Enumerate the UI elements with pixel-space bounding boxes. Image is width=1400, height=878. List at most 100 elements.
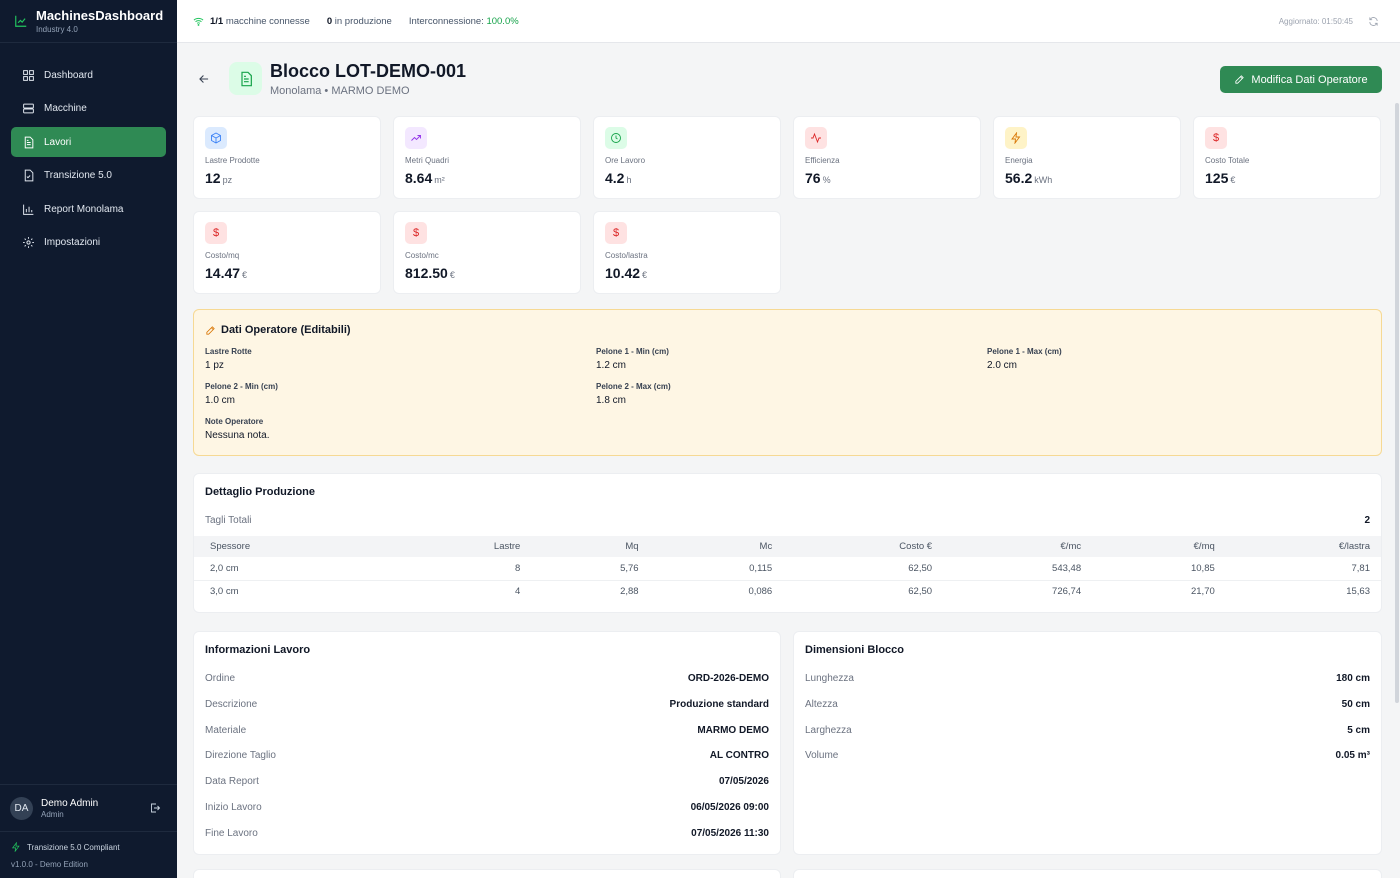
page-title: Blocco LOT-DEMO-001: [270, 61, 467, 81]
page-subtitle: Monolama • MARMO DEMO: [270, 85, 410, 97]
gear-icon: [23, 237, 34, 248]
refresh-icon[interactable]: [1368, 16, 1379, 27]
operator-field-pelone2-max[interactable]: Pelone 2 - Max (cm) 1.8 cm: [596, 382, 671, 406]
block-dim-label: Altezza: [805, 699, 838, 710]
dollar-icon: $: [405, 222, 427, 244]
job-info-label: Fine Lavoro: [205, 828, 258, 839]
table-cell: 5,76: [531, 557, 650, 581]
sidebar-item-transizione[interactable]: Transizione 5.0: [11, 161, 166, 191]
job-info-value: 07/05/2026 11:30: [691, 828, 769, 839]
connected-status: 1/1 macchine connesse: [210, 15, 310, 27]
job-info-value: MARMO DEMO: [697, 725, 769, 736]
operator-field-pelone1-min[interactable]: Pelone 1 - Min (cm) 1.2 cm: [596, 347, 669, 371]
job-info-label: Materiale: [205, 725, 247, 736]
kpi-card-costo-mq: $ Costo/mq 14.47 €: [193, 211, 381, 294]
production-status: 0 in produzione: [326, 15, 392, 27]
version-text: v1.0.0 - Demo Edition: [11, 860, 88, 869]
kpi-label: Costo/lastra: [605, 251, 648, 260]
kpi-value: 8.64 m²: [405, 170, 445, 186]
factory-chart-icon: [15, 15, 27, 27]
operator-field-pelone2-min[interactable]: Pelone 2 - Min (cm) 1.0 cm: [205, 382, 278, 406]
job-info-title: Informazioni Lavoro: [205, 644, 311, 656]
kpi-card-efficienza: Efficienza 76%: [793, 116, 981, 199]
kpi-value: 812.50 €: [405, 265, 455, 281]
production-title: Dettaglio Produzione: [205, 486, 315, 498]
block-dim-label: Larghezza: [805, 725, 852, 736]
kpi-value: 125 €: [1205, 170, 1236, 186]
kpi-label: Energia: [1005, 156, 1033, 165]
block-dim-value: 50 cm: [1341, 699, 1370, 710]
column-header: €/lastra: [1225, 536, 1381, 557]
compliance-badge: Transizione 5.0 Compliant: [11, 842, 120, 852]
back-arrow-icon[interactable]: [197, 72, 211, 86]
user-role: Admin: [41, 809, 64, 819]
additional-card: [193, 869, 781, 878]
sidebar-nav: Dashboard Macchine Lavori Transizione 5.…: [0, 43, 177, 258]
sidebar-item-dashboard[interactable]: Dashboard: [11, 60, 166, 90]
bar-chart-icon: [23, 204, 34, 215]
sidebar: MachinesDashboard Industry 4.0 Dashboard…: [0, 0, 177, 878]
operator-field-note[interactable]: Note Operatore Nessuna nota.: [205, 417, 270, 441]
sidebar-item-label: Macchine: [44, 103, 87, 114]
table-cell: 0,115: [649, 557, 784, 581]
brand-subtitle: Industry 4.0: [36, 25, 78, 34]
sidebar-item-impostazioni[interactable]: Impostazioni: [11, 228, 166, 258]
column-header: €/mq: [1092, 536, 1226, 557]
sidebar-item-macchine[interactable]: Macchine: [11, 94, 166, 124]
document-icon: [24, 136, 34, 148]
column-header: Costo €: [783, 536, 944, 557]
clock-icon: [605, 127, 627, 149]
kpi-card-costo-totale: $ Costo Totale 125 €: [1193, 116, 1381, 199]
column-header: €/mc: [943, 536, 1093, 557]
sidebar-item-report-monolama[interactable]: Report Monolama: [11, 194, 166, 224]
job-info-value: 06/05/2026 09:00: [690, 802, 769, 813]
sidebar-footer: Transizione 5.0 Compliant v1.0.0 - Demo …: [11, 842, 120, 869]
column-header: Spessore: [194, 536, 391, 557]
production-table: Spessore Lastre Mq Mc Costo € €/mc €/mq …: [194, 536, 1381, 603]
job-info-label: Descrizione: [205, 699, 258, 710]
server-icon: [23, 103, 34, 114]
table-cell: 8: [390, 557, 532, 581]
edit-icon: [206, 325, 215, 335]
table-cell: 4: [515, 586, 521, 598]
scrollbar-thumb[interactable]: [1395, 103, 1399, 703]
logout-icon[interactable]: [149, 802, 161, 814]
kpi-value: 56.2 kWh: [1005, 170, 1053, 186]
edit-operator-data-button[interactable]: Modifica Dati Operatore: [1220, 66, 1382, 93]
kpi-value: 12 pz: [205, 170, 233, 186]
kpi-value: 14.47 €: [205, 265, 248, 281]
kpi-card-costo-lastra: $ Costo/lastra 10.42 €: [593, 211, 781, 294]
kpi-value: 4.2 h: [605, 170, 632, 186]
sidebar-item-label: Dashboard: [44, 69, 93, 81]
operator-field-pelone1-max[interactable]: Pelone 1 - Max (cm) 2.0 cm: [987, 347, 1062, 371]
dollar-icon: $: [1205, 127, 1227, 149]
block-dim-value: 180 cm: [1336, 673, 1370, 684]
kpi-value: 10.42 €: [605, 265, 648, 281]
job-info-value: Produzione standard: [669, 699, 769, 710]
edit-icon: [1235, 75, 1245, 84]
table-cell: 7,81: [1225, 557, 1381, 581]
file-check-icon: [24, 169, 34, 182]
sidebar-item-label: Impostazioni: [44, 237, 101, 248]
zap-icon: [11, 842, 20, 852]
avatar[interactable]: DA: [10, 796, 33, 820]
total-cuts-value: 2: [1364, 515, 1370, 526]
sidebar-item-lavori[interactable]: Lavori: [11, 127, 166, 157]
job-info-label: Ordine: [205, 673, 236, 684]
production-detail-card: Dettaglio Produzione Tagli Totali 2 Spes…: [193, 473, 1382, 613]
kpi-label: Costo/mc: [405, 251, 439, 260]
block-dimensions-card: Dimensioni Blocco Lunghezza 180 cm Altez…: [793, 631, 1382, 855]
dollar-icon: $: [605, 222, 627, 244]
job-info-label: Inizio Lavoro: [205, 802, 262, 813]
kpi-label: Efficienza: [805, 156, 840, 165]
block-dim-label: Lunghezza: [805, 673, 854, 684]
scrollbar[interactable]: [1394, 43, 1400, 878]
column-header: Mc: [649, 536, 784, 557]
operator-field-lastre-rotte[interactable]: Lastre Rotte 1 pz: [205, 347, 252, 371]
table-cell: 10,85: [1092, 557, 1226, 581]
table-header-row: Spessore Lastre Mq Mc Costo € €/mc €/mq …: [194, 536, 1381, 557]
brand[interactable]: MachinesDashboard Industry 4.0: [0, 0, 177, 43]
operator-data-panel: Dati Operatore (Editabili) Lastre Rotte …: [193, 309, 1382, 456]
kpi-label: Lastre Prodotte: [205, 156, 260, 165]
table-row: 3,0 cm 4 2,88 0,086 62,50 726,74 21,70 1…: [194, 580, 1381, 603]
